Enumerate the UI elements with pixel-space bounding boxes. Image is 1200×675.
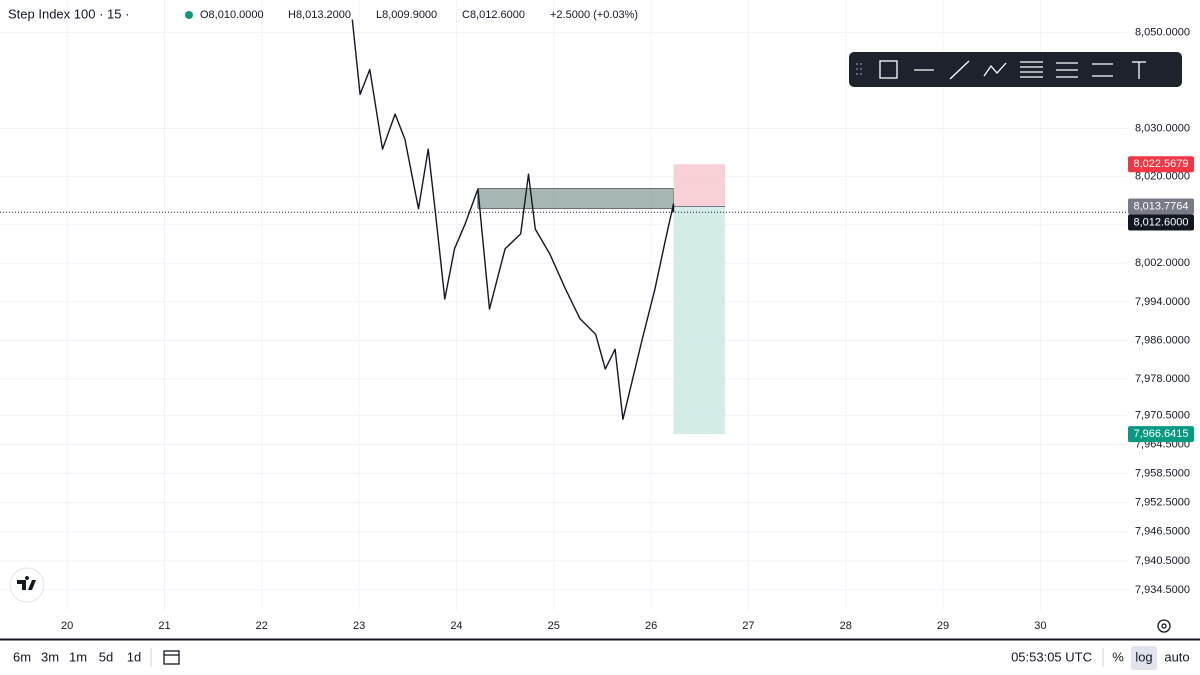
y-tick-label: 8,002.0000	[1135, 257, 1190, 269]
x-tick-label: 27	[742, 620, 754, 632]
trendline-tool[interactable]	[949, 60, 970, 80]
text-tool[interactable]	[1132, 61, 1146, 79]
ohlc-value: C8,012.6000	[462, 9, 525, 21]
date-range-icon[interactable]	[150, 648, 180, 667]
bottom-bar: 6m 3m 1m 5d 1d 05:53:05 UTC% log auto	[13, 646, 1190, 670]
ohlc-value: O8,010.0000	[200, 9, 264, 21]
ohlc-value: +2.5000 (+0.03%)	[550, 9, 638, 21]
y-tick-label: 7,946.5000	[1135, 526, 1190, 538]
range-button[interactable]: 1d	[127, 649, 141, 664]
price-label: 7,966.6415	[1133, 428, 1188, 440]
scale-button[interactable]: log	[1135, 649, 1152, 664]
zone-box	[477, 188, 674, 209]
toolbar-bg	[849, 52, 1182, 87]
x-tick-label: 24	[450, 620, 462, 632]
range-button[interactable]: 6m	[13, 649, 31, 664]
plot	[0, 19, 1127, 435]
y-tick-label: 8,050.0000	[1135, 26, 1190, 38]
range-button[interactable]: 1m	[69, 649, 87, 664]
price-label: 8,013.7764	[1133, 200, 1188, 212]
y-tick-label: 8,030.0000	[1135, 122, 1190, 134]
price-axis-bg	[1127, 0, 1200, 610]
x-tick-label: 28	[840, 620, 852, 632]
x-tick-label: 21	[158, 620, 170, 632]
logo	[9, 567, 45, 603]
price-line	[351, 19, 675, 420]
background	[0, 0, 1200, 610]
x-tick-label: 26	[645, 620, 657, 632]
x-tick-label: 22	[256, 620, 268, 632]
price-label-bg	[1128, 214, 1194, 231]
target-zone	[673, 206, 726, 435]
price-label-bg	[1128, 156, 1194, 173]
price-label: 8,022.5679	[1133, 158, 1188, 170]
x-tick-label: 29	[937, 620, 949, 632]
scale-button[interactable]: auto	[1164, 649, 1189, 664]
pitchfork-tool[interactable]	[1056, 62, 1078, 78]
fib-tool[interactable]	[1020, 61, 1043, 78]
ohlc-legend: O8,010.0000 H8,013.2000 L8,009.9000 C8,012.…	[200, 9, 638, 21]
market-status	[185, 11, 193, 19]
active-button-bg	[1131, 646, 1157, 670]
range-button[interactable]: 5d	[99, 649, 113, 664]
y-tick-label: 7,994.0000	[1135, 296, 1190, 308]
stop-zone	[673, 164, 726, 207]
y-tick-label: 7,986.0000	[1135, 334, 1190, 346]
settings-icon[interactable]	[1157, 619, 1171, 633]
x-tick-label: 30	[1034, 620, 1046, 632]
y-tick-label: 7,940.5000	[1135, 555, 1190, 567]
y-tick-label: 7,978.0000	[1135, 373, 1190, 385]
y-tick-label: 7,970.5000	[1135, 409, 1190, 421]
drag-handle[interactable]	[856, 63, 862, 75]
price-label-bg	[1128, 198, 1194, 215]
drawing-toolbar	[849, 52, 1182, 87]
parallel-tool[interactable]	[1092, 63, 1113, 77]
clock: 05:53:05 UTC	[1011, 649, 1092, 664]
y-tick-label: 7,952.5000	[1135, 497, 1190, 509]
range-button[interactable]: 3m	[41, 649, 59, 664]
ohlc-value: H8,013.2000	[288, 9, 351, 21]
rectangle-tool[interactable]	[879, 60, 898, 79]
scale-button[interactable]: %	[1112, 649, 1124, 664]
ohlc-value: L8,009.9000	[376, 9, 437, 21]
x-tick-label: 23	[353, 620, 365, 632]
y-tick-label: 8,020.0000	[1135, 171, 1190, 183]
symbol-title[interactable]: Step Index 100 · 15 ·	[8, 6, 129, 21]
price-label-bg	[1128, 426, 1194, 443]
y-tick-label: 7,958.5000	[1135, 467, 1190, 479]
x-tick-label: 20	[61, 620, 73, 632]
price-label: 8,012.6000	[1133, 216, 1188, 228]
x-tick-label: 25	[548, 620, 560, 632]
path-tool[interactable]	[983, 62, 1007, 77]
y-tick-label: 7,934.5000	[1135, 584, 1190, 596]
